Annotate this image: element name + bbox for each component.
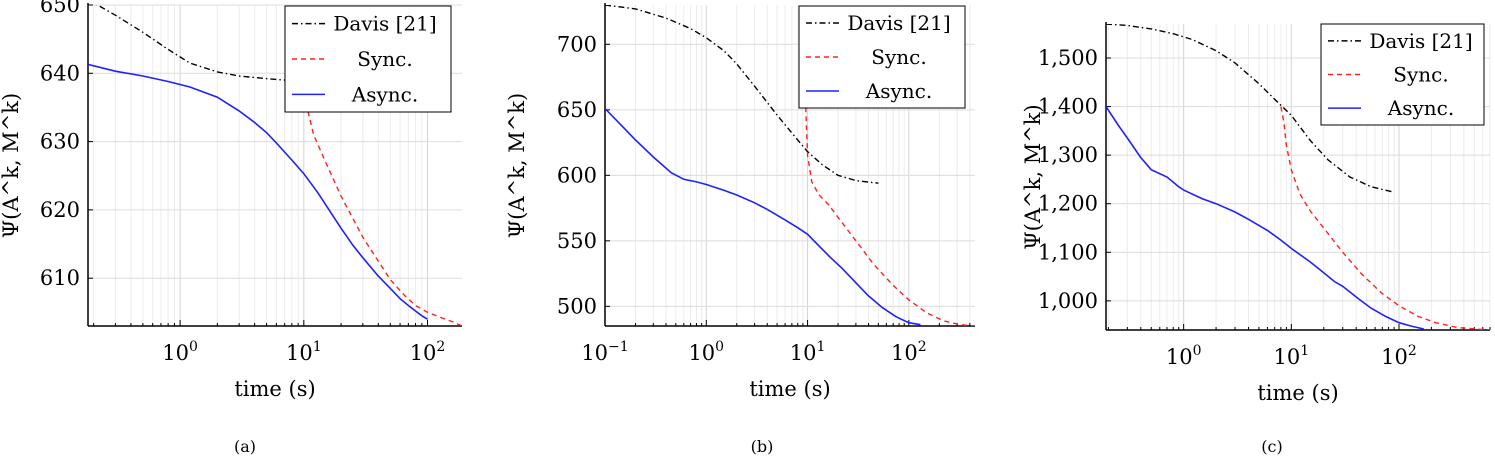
series-line [605,107,921,326]
legend-label: Davis [21] [847,11,950,35]
y-tick-label: 630 [40,130,80,154]
y-tick-label: 640 [40,61,80,85]
y-tick-label: 620 [40,198,80,222]
x-axis-label: time (s) [749,377,830,401]
x-axis-label: time (s) [234,377,315,401]
y-tick-label: 610 [40,266,80,290]
y-tick-label: 1,400 [1038,95,1098,119]
legend: Davis [21] Sync. Async. [284,5,452,113]
panel-caption: (a) [234,437,256,456]
series-line [303,93,462,326]
chart-panel-c: 1,000 1,100 1,200 1,300 1,400 1,500 100 101 102 t… [1021,22,1491,456]
x-axis-label: time (s) [1257,381,1338,405]
x-tick-label: 102 [410,339,446,365]
series-group [1106,24,1490,330]
series-line [88,63,428,320]
x-tick-label: 100 [162,339,198,365]
y-tick-label: 550 [557,229,597,253]
y-tick-label: 650 [557,98,597,122]
y-tick-label: 500 [557,294,597,318]
y-tick-label: 1,100 [1038,240,1098,264]
x-tick-label: 10−1 [581,339,628,365]
y-tick-label: 650 [40,0,80,17]
y-tick-label: 1,200 [1038,192,1098,216]
x-tick-label: 100 [688,339,724,365]
legend-label: Async. [865,79,932,103]
y-axis-label: Ψ(A^k, M^k) [1021,104,1045,249]
series-group [88,5,462,326]
panel-caption: (c) [1261,437,1282,456]
x-tick-label: 101 [1274,343,1310,369]
legend-label: Davis [21] [333,12,436,36]
y-tick-label: 700 [557,32,597,56]
grid [88,4,462,326]
y-axis-label: Ψ(A^k, M^k) [0,93,23,238]
legend: Davis [21] Sync. Async. [798,5,966,109]
y-tick-label: 1,500 [1038,46,1098,70]
chart-panel-b: 500 550 600 650 700 10−1 100 101 102 time (s) Ψ(A^… [505,3,975,456]
series-line [605,5,879,184]
legend-label: Async. [351,82,418,106]
legend-label: Davis [21] [1369,29,1472,53]
y-tick-label: 1,000 [1038,289,1098,313]
legend-label: Sync. [357,47,412,71]
legend-label: Sync. [871,45,926,69]
panel-caption: (b) [751,437,774,456]
x-tick-label: 102 [1381,343,1417,369]
legend: Davis [21] Sync. Async. [1320,23,1485,126]
series-line [1280,106,1490,330]
series-line [802,44,975,326]
y-axis-label: Ψ(A^k, M^k) [505,93,529,238]
series-line [1106,106,1424,330]
series-line [96,5,285,81]
x-tick-label: 102 [891,339,927,365]
x-tick-label: 100 [1166,343,1202,369]
x-tick-label: 101 [286,339,322,365]
y-tick-label: 600 [557,163,597,187]
chart-panel-a: 610 620 630 640 650 100 101 102 time (s) Ψ(A^k, M… [0,0,462,456]
y-tick-label: 1,300 [1038,143,1098,167]
x-tick-label: 101 [790,339,826,365]
series-group [605,5,975,326]
legend-label: Sync. [1393,63,1448,87]
legend-label: Async. [1387,96,1454,120]
